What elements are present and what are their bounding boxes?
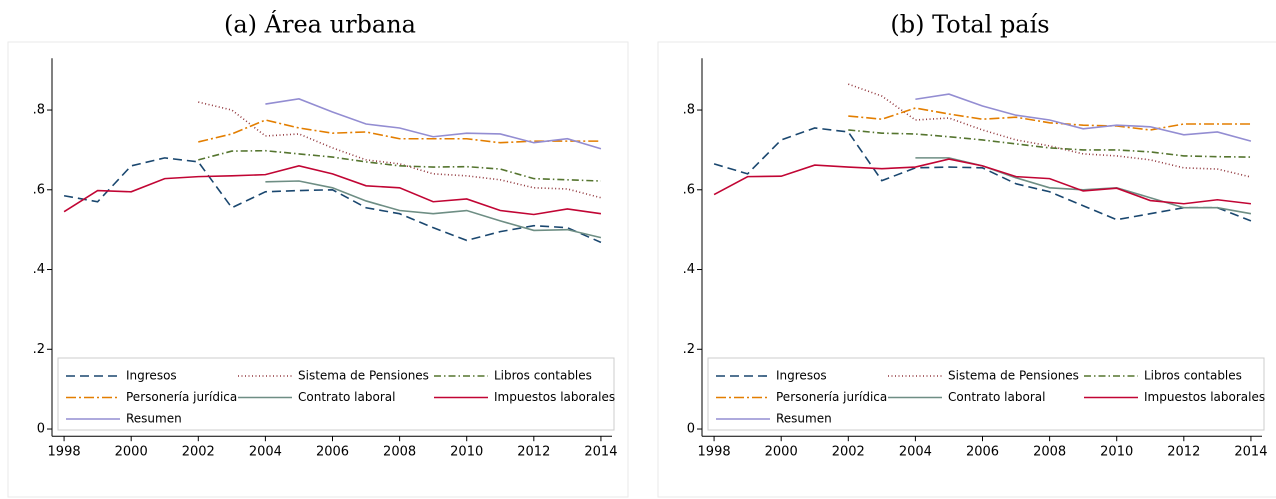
- x-tick-label: 2002: [182, 445, 215, 460]
- legend-label: Impuestos laborales: [1144, 390, 1265, 404]
- x-tick-label: 2004: [899, 445, 932, 460]
- y-tick-label: .2: [33, 342, 45, 357]
- y-tick-label: 0: [687, 422, 695, 437]
- x-tick-label: 2008: [383, 445, 416, 460]
- x-tick-label: 2012: [1167, 445, 1200, 460]
- legend-label: Impuestos laborales: [494, 390, 615, 404]
- series-line: [198, 149, 601, 182]
- x-tick-label: 2006: [966, 445, 999, 460]
- y-tick-label: .6: [33, 182, 45, 197]
- x-tick-label: 2008: [1033, 445, 1066, 460]
- series-line: [713, 127, 1252, 222]
- legend-label: Sistema de Pensiones: [948, 369, 1079, 383]
- series-line: [915, 93, 1252, 142]
- legend-label: Sistema de Pensiones: [298, 369, 429, 383]
- series-line: [265, 180, 602, 239]
- x-tick-label: 2000: [765, 445, 798, 460]
- x-tick-label: 2000: [115, 445, 148, 460]
- series-line: [198, 119, 601, 144]
- y-tick-label: .4: [33, 262, 45, 277]
- series-line: [848, 83, 1252, 178]
- x-tick-label: 2014: [1234, 445, 1267, 460]
- legend-label: Contrato laboral: [298, 390, 395, 404]
- legend-label: Personería jurídica: [776, 390, 887, 404]
- x-tick-label: 2010: [450, 445, 483, 460]
- series-line: [63, 165, 602, 216]
- y-tick-label: 0: [37, 422, 45, 437]
- legend-box: [707, 357, 1265, 431]
- series-line: [848, 107, 1251, 131]
- x-tick-label: 2006: [316, 445, 349, 460]
- legend-label: Resumen: [126, 412, 182, 426]
- series-line: [848, 129, 1251, 158]
- y-tick-label: .6: [683, 182, 695, 197]
- chart-title: (b) Total país: [890, 11, 1049, 39]
- x-tick-label: 2004: [249, 445, 282, 460]
- legend-box: [57, 357, 615, 431]
- x-tick-label: 2014: [584, 445, 617, 460]
- series-line: [265, 98, 602, 150]
- series-line: [713, 158, 1252, 205]
- series-line: [63, 157, 602, 244]
- legend-label: Contrato laboral: [948, 390, 1045, 404]
- x-tick-label: 1998: [698, 445, 731, 460]
- panel-frame: [7, 41, 629, 498]
- chart-title: (a) Área urbana: [224, 10, 416, 39]
- panel-frame: [657, 41, 1276, 498]
- legend-label: Ingresos: [126, 369, 177, 383]
- legend-label: Personería jurídica: [126, 390, 237, 404]
- y-tick-label: .4: [683, 262, 695, 277]
- legend-label: Resumen: [776, 412, 832, 426]
- y-tick-label: .8: [683, 103, 695, 118]
- x-tick-label: 2002: [832, 445, 865, 460]
- y-tick-label: .2: [683, 342, 695, 357]
- legend-label: Libros contables: [1144, 369, 1242, 383]
- x-tick-label: 2010: [1100, 445, 1133, 460]
- legend-label: Libros contables: [494, 369, 592, 383]
- x-tick-label: 2012: [517, 445, 550, 460]
- x-tick-label: 1998: [48, 445, 81, 460]
- legend-label: Ingresos: [776, 369, 827, 383]
- y-tick-label: .8: [33, 103, 45, 118]
- series-line: [198, 101, 602, 199]
